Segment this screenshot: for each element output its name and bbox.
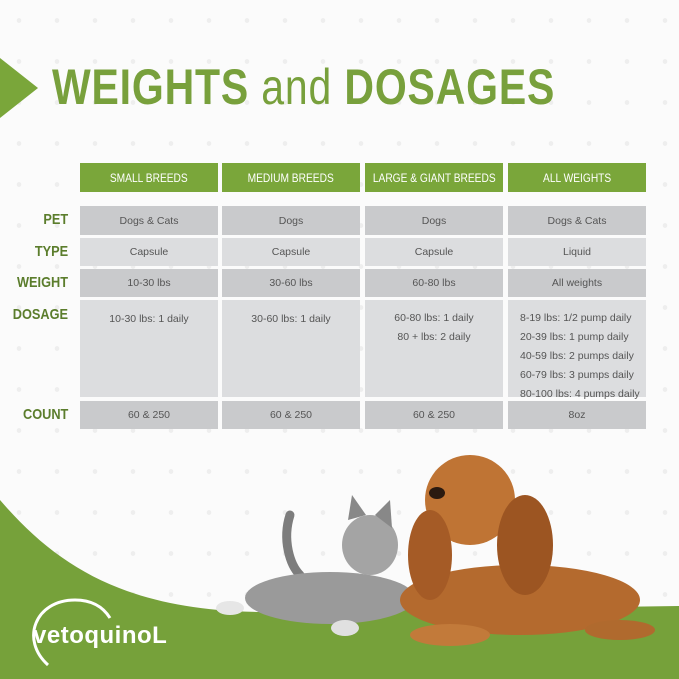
table-cell-type: Capsule [80,238,218,266]
table-cell-type-text: Capsule [271,246,311,258]
dosage-line: 20-39 lbs: 1 pump daily [520,331,629,343]
table-cell-type-text: Capsule [414,246,454,258]
dosage-line: 30-60 lbs: 1 daily [251,313,331,325]
row-label-count: COUNT [0,406,68,423]
table-cell-count: 60 & 250 [222,401,360,429]
table-cell-weight-text: 60-80 lbs [412,277,456,289]
column-header: ALL WEIGHTS [508,163,646,192]
title-word: and [261,59,333,115]
cat-illustration [216,495,415,636]
table-cell-count-text: 60 & 250 [127,409,171,421]
table-cell-type: Capsule [222,238,360,266]
row-label-dosage: DOSAGE [0,306,68,323]
table-cell-weight: 10-30 lbs [80,269,218,297]
table-cell-count-text: 8oz [568,409,586,421]
row-label-weight: WEIGHT [0,274,68,291]
table-cell-pet-text: Dogs & Cats [119,214,179,227]
column-header: MEDIUM BREEDS [222,163,360,192]
table-cell-dosage: 8-19 lbs: 1/2 pump daily 20-39 lbs: 1 pum… [508,300,646,400]
row-label-weight-text: WEIGHT [17,274,68,291]
row-label-dosage-text: DOSAGE [12,306,68,323]
dosage-line: 80-100 lbs: 4 pumps daily [520,388,640,400]
table-cell-count: 60 & 250 [365,401,503,429]
title-flag-accent [0,58,38,118]
dosage-line: 80 + lbs: 2 daily [397,331,471,343]
table-cell-weight-text: All weights [551,277,603,289]
column-header-text: LARGE & GIANT BREEDS [372,170,496,185]
table-cell-weight: 60-80 lbs [365,269,503,297]
dosage-line: 8-19 lbs: 1/2 pump daily [520,312,632,324]
table-cell-dosage: 60-80 lbs: 1 daily 80 + lbs: 2 daily [365,300,503,397]
column-header-text: MEDIUM BREEDS [247,170,335,185]
row-label-type: TYPE [0,243,68,260]
dosage-line: 60-79 lbs: 3 pumps daily [520,369,634,381]
dosage-line: 10-30 lbs: 1 daily [109,313,189,325]
page-title: WEIGHTS and DOSAGES [52,58,555,116]
table-cell-pet-text: Dogs [421,214,447,227]
table-cell-type: Capsule [365,238,503,266]
table-cell-dosage: 30-60 lbs: 1 daily [222,300,360,397]
brand-logo: vetoquinoL [33,622,168,649]
table-cell-weight-text: 30-60 lbs [269,277,313,289]
table-cell-weight: 30-60 lbs [222,269,360,297]
column-header: SMALL BREEDS [80,163,218,192]
row-label-pet-text: PET [43,211,68,228]
table-cell-count: 60 & 250 [80,401,218,429]
table-cell-type-text: Capsule [129,246,169,258]
table-cell-pet: Dogs [222,206,360,235]
table-cell-dosage: 10-30 lbs: 1 daily [80,300,218,397]
logo-swoosh-icon [32,598,112,667]
table-cell-pet: Dogs [365,206,503,235]
table-cell-weight: All weights [508,269,646,297]
table-cell-pet-text: Dogs [278,214,304,227]
table-cell-weight-text: 10-30 lbs [127,277,171,289]
title-word: DOSAGES [344,59,556,115]
row-label-type-text: TYPE [34,243,68,260]
row-label-pet: PET [0,211,68,228]
column-header-text: SMALL BREEDS [110,170,188,185]
table-cell-pet-text: Dogs & Cats [547,214,607,227]
dosage-line: 40-59 lbs: 2 pumps daily [520,350,634,362]
table-cell-count-text: 60 & 250 [412,409,456,421]
dosage-line: 60-80 lbs: 1 daily [394,312,474,324]
table-cell-count: 8oz [508,401,646,429]
title-word: WEIGHTS [52,59,250,115]
table-cell-type: Liquid [508,238,646,266]
row-label-count-text: COUNT [22,406,68,423]
table-cell-pet: Dogs & Cats [508,206,646,235]
column-header-text: ALL WEIGHTS [542,170,612,185]
table-cell-pet: Dogs & Cats [80,206,218,235]
dog-illustration [400,455,655,646]
column-header: LARGE & GIANT BREEDS [365,163,503,192]
table-cell-count-text: 60 & 250 [269,409,313,421]
table-cell-type-text: Liquid [562,246,592,258]
